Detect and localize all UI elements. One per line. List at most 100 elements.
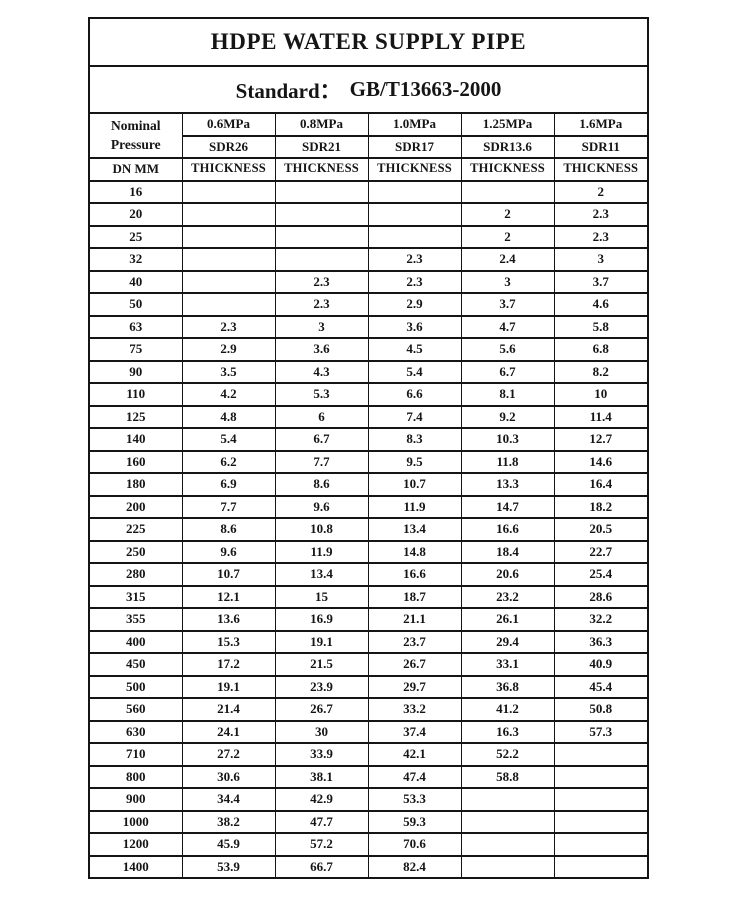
- thickness-value-cell: 4.5: [367, 337, 462, 362]
- thickness-value-cell: 14.7: [460, 494, 555, 519]
- thickness-value-cell: 8.2: [553, 359, 647, 384]
- dn-cell: 900: [90, 787, 183, 812]
- table-row: 90 3.5 4.3 5.4 6.7 8.2: [90, 359, 647, 384]
- table-row: 450 17.2 21.5 26.7 33.1 40.9: [90, 652, 647, 677]
- thickness-value-cell: 33.9: [274, 742, 369, 767]
- thickness-value-cell: 9.2: [460, 404, 555, 429]
- thickness-value-cell: 4.2: [181, 382, 276, 407]
- table-row: 400 15.3 19.1 23.7 29.4 36.3: [90, 629, 647, 654]
- thickness-header-cell: THICKNESS: [274, 157, 369, 182]
- thickness-value-cell: 5.3: [274, 382, 369, 407]
- thickness-value-cell: 9.6: [274, 494, 369, 519]
- thickness-value-cell: 21.4: [181, 697, 276, 722]
- dn-cell: 710: [90, 742, 183, 767]
- table-row: 710 27.2 33.9 42.1 52.2: [90, 742, 647, 767]
- thickness-value-cell: 26.7: [367, 652, 462, 677]
- table-row: 16 2: [90, 179, 647, 204]
- thickness-value-cell: 8.6: [274, 472, 369, 497]
- thickness-value-cell: 9.6: [181, 539, 276, 564]
- thickness-value-cell: 13.4: [367, 517, 462, 542]
- thickness-value-cell: 16.3: [460, 719, 555, 744]
- table-row: 280 10.7 13.4 16.6 20.6 25.4: [90, 562, 647, 587]
- table-row: 75 2.9 3.6 4.5 5.6 6.8: [90, 337, 647, 362]
- thickness-value-cell: 52.2: [460, 742, 555, 767]
- thickness-value-cell: 66.7: [274, 854, 369, 877]
- dn-cell: 40: [90, 269, 183, 294]
- table-body: 16 2 20 2 2.3 25 2 2.3 32 2.3 2.4 3 40 2.3 2.3 3 3.7 50 2.…: [90, 179, 647, 877]
- thickness-value-cell: 21.5: [274, 652, 369, 677]
- thickness-value-cell: 7.7: [274, 449, 369, 474]
- thickness-value-cell: 7.4: [367, 404, 462, 429]
- table-header: Nominal Pressure 0.6MPa 0.8MPa 1.0MPa 1.25M…: [90, 114, 647, 182]
- dn-cell: 90: [90, 359, 183, 384]
- thickness-value-cell: 5.8: [553, 314, 647, 339]
- thickness-value-cell: 13.6: [181, 607, 276, 632]
- thickness-value-cell: 16.6: [367, 562, 462, 587]
- thickness-value-cell: 2.3: [367, 269, 462, 294]
- thickness-value-cell: 10.3: [460, 427, 555, 452]
- sdr-header-cell: SDR11: [553, 134, 647, 159]
- dn-cell: 75: [90, 337, 183, 362]
- dn-cell: 25: [90, 224, 183, 249]
- thickness-value-cell: 18.7: [367, 584, 462, 609]
- thickness-table: Nominal Pressure 0.6MPa 0.8MPa 1.0MPa 1.25M…: [90, 114, 647, 877]
- thickness-value-cell: 28.6: [553, 584, 647, 609]
- thickness-value-cell: 19.1: [181, 674, 276, 699]
- thickness-value-cell: 17.2: [181, 652, 276, 677]
- thickness-value-cell: 14.8: [367, 539, 462, 564]
- table-row: 800 30.6 38.1 47.4 58.8: [90, 764, 647, 789]
- thickness-value-cell: [274, 179, 369, 204]
- table-row: 560 21.4 26.7 33.2 41.2 50.8: [90, 697, 647, 722]
- thickness-value-cell: 3.6: [367, 314, 462, 339]
- thickness-value-cell: 15.3: [181, 629, 276, 654]
- thickness-value-cell: 2.9: [181, 337, 276, 362]
- thickness-value-cell: 12.1: [181, 584, 276, 609]
- thickness-value-cell: [553, 854, 647, 877]
- dn-cell: 20: [90, 202, 183, 227]
- table-row: 180 6.9 8.6 10.7 13.3 16.4: [90, 472, 647, 497]
- thickness-value-cell: 27.2: [181, 742, 276, 767]
- thickness-value-cell: 11.4: [553, 404, 647, 429]
- thickness-value-cell: 53.9: [181, 854, 276, 877]
- thickness-value-cell: 36.8: [460, 674, 555, 699]
- table-row: 900 34.4 42.9 53.3: [90, 787, 647, 812]
- thickness-value-cell: 2: [553, 179, 647, 204]
- thickness-value-cell: 11.8: [460, 449, 555, 474]
- thickness-value-cell: [367, 179, 462, 204]
- standard-value: GB/T13663-2000: [349, 77, 502, 101]
- thickness-value-cell: 45.9: [181, 832, 276, 857]
- thickness-value-cell: 6.7: [274, 427, 369, 452]
- dn-cell: 450: [90, 652, 183, 677]
- thickness-value-cell: 42.1: [367, 742, 462, 767]
- table-row: 125 4.8 6 7.4 9.2 11.4: [90, 404, 647, 429]
- thickness-value-cell: 36.3: [553, 629, 647, 654]
- dn-cell: 63: [90, 314, 183, 339]
- table-row: 50 2.3 2.9 3.7 4.6: [90, 292, 647, 317]
- thickness-value-cell: 82.4: [367, 854, 462, 877]
- thickness-value-cell: 7.7: [181, 494, 276, 519]
- thickness-value-cell: [460, 787, 555, 812]
- thickness-value-cell: 58.8: [460, 764, 555, 789]
- thickness-value-cell: 2: [460, 224, 555, 249]
- pressure-header-cell: 1.6MPa: [553, 114, 647, 137]
- thickness-value-cell: [181, 269, 276, 294]
- thickness-value-cell: 18.2: [553, 494, 647, 519]
- thickness-value-cell: 45.4: [553, 674, 647, 699]
- thickness-value-cell: 2.3: [367, 247, 462, 272]
- thickness-value-cell: 21.1: [367, 607, 462, 632]
- dn-cell: 110: [90, 382, 183, 407]
- thickness-value-cell: 37.4: [367, 719, 462, 744]
- corner-cell: Nominal Pressure: [90, 114, 183, 159]
- dn-cell: 560: [90, 697, 183, 722]
- dn-header-cell: DN MM: [90, 157, 183, 182]
- thickness-value-cell: 3.5: [181, 359, 276, 384]
- table-row: 25 2 2.3: [90, 224, 647, 249]
- dn-cell: 1000: [90, 809, 183, 834]
- thickness-value-cell: 33.2: [367, 697, 462, 722]
- thickness-value-cell: 59.3: [367, 809, 462, 834]
- thickness-value-cell: 2: [460, 202, 555, 227]
- table-row: 630 24.1 30 37.4 16.3 57.3: [90, 719, 647, 744]
- thickness-value-cell: [274, 202, 369, 227]
- thickness-value-cell: 2.3: [274, 269, 369, 294]
- thickness-value-cell: 4.8: [181, 404, 276, 429]
